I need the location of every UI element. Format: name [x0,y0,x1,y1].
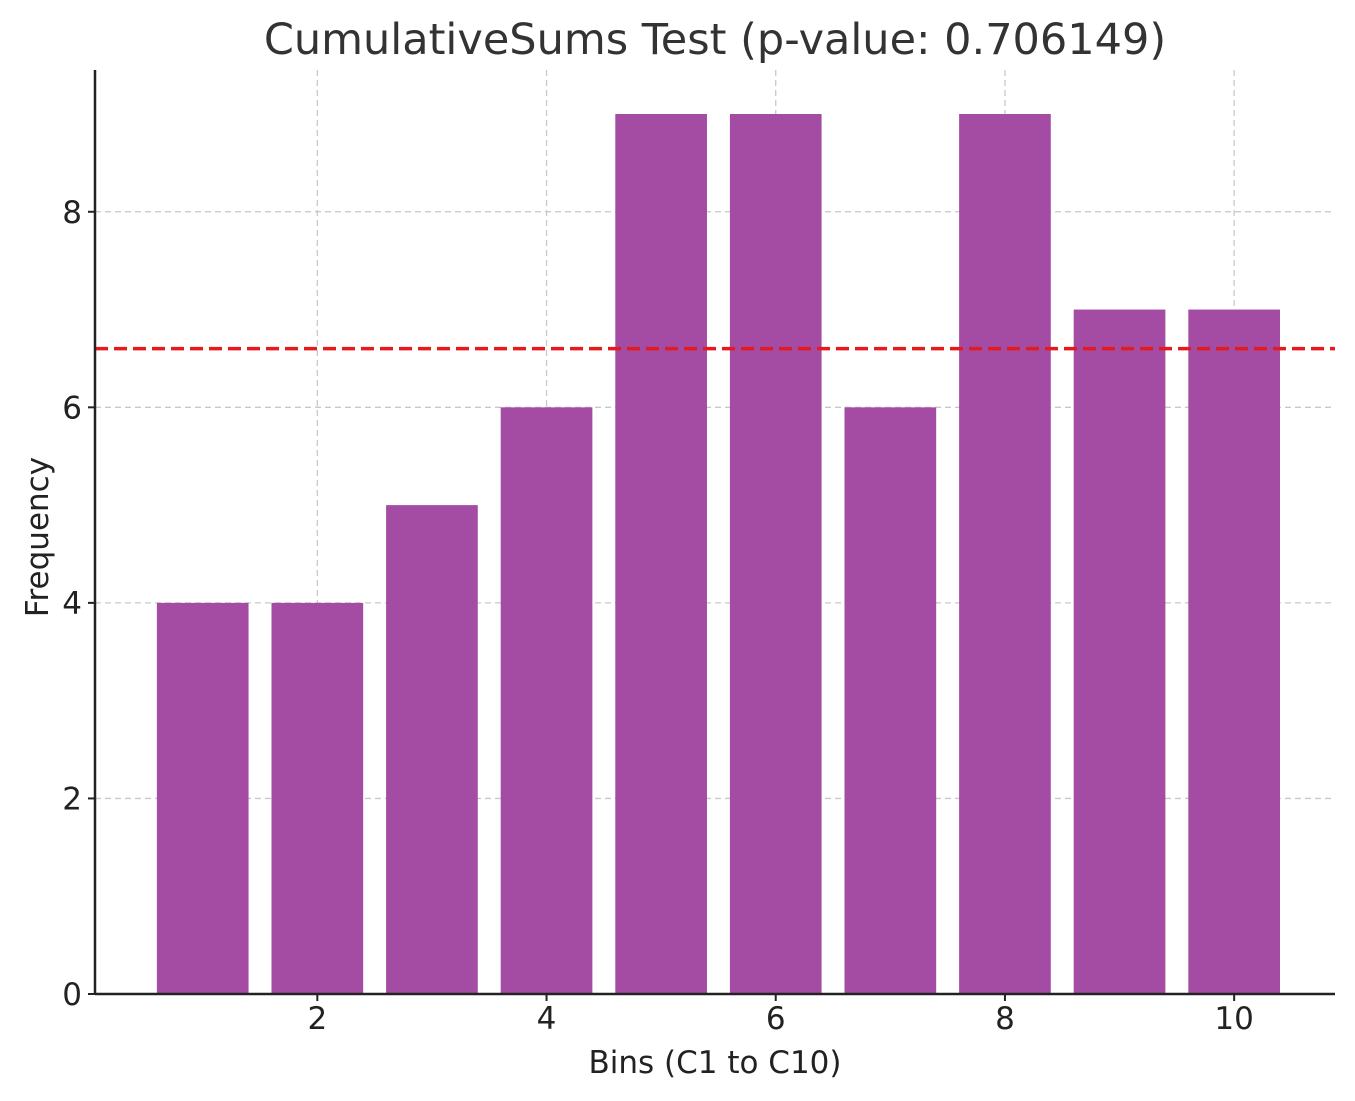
x-tick-label: 6 [766,1001,786,1037]
x-tick-label: 2 [307,1001,327,1037]
y-tick-label: 0 [62,977,82,1013]
bar [959,114,1051,994]
y-tick-label: 8 [62,195,82,231]
bar [1188,309,1280,994]
bar [386,505,478,994]
bar [844,407,937,994]
y-tick-label: 2 [62,781,82,817]
bar [156,602,249,994]
y-tick-label: 6 [62,390,82,426]
axes [88,70,1335,1001]
x-tick-label: 8 [995,1001,1015,1037]
chart-title: CumulativeSums Test (p-value: 0.706149) [264,15,1166,65]
tick-labels: 2 4 6 8 10 0 2 4 6 8 [62,195,1254,1037]
y-axis-label: Frequency [20,457,56,617]
bar [1073,309,1166,994]
bar [729,114,822,994]
bars [156,114,1280,994]
bar [500,407,593,994]
bar [271,602,364,994]
y-tick-label: 4 [62,586,82,622]
bar [615,114,707,994]
x-tick-label: 4 [537,1001,557,1037]
x-tick-label: 10 [1214,1001,1253,1037]
x-axis-label: Bins (C1 to C10) [588,1045,841,1081]
